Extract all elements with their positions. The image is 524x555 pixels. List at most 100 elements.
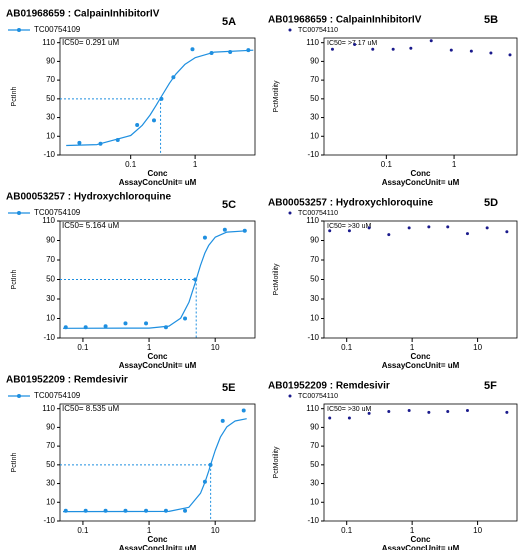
x-tick-label: 0.1 xyxy=(77,343,89,352)
point xyxy=(98,141,103,146)
y-tick-label: 110 xyxy=(306,216,319,225)
point xyxy=(347,416,351,420)
point xyxy=(387,409,391,413)
point xyxy=(465,409,469,413)
panel-title: AB01952209 : Remdesivir xyxy=(6,375,128,386)
x-axis-label: Conc xyxy=(411,169,432,178)
y-tick-label: 30 xyxy=(310,294,319,303)
unit-label: AssayConcUnit= uM xyxy=(119,361,197,370)
y-tick-label: 10 xyxy=(310,497,319,506)
point xyxy=(485,226,489,230)
point xyxy=(83,325,88,330)
point xyxy=(202,479,207,484)
plot-frame xyxy=(323,403,518,522)
legend-dot xyxy=(17,28,21,32)
y-axis-label: PctInh xyxy=(11,86,18,106)
point xyxy=(83,508,88,513)
point xyxy=(505,230,509,234)
point xyxy=(328,229,332,233)
y-axis-label: PctInh xyxy=(11,269,18,289)
y-axis-label: PctMotility xyxy=(273,80,280,112)
ic50-label: IC50= 0.291 uM xyxy=(62,38,119,47)
legend-dot xyxy=(17,211,21,215)
legend-dot xyxy=(288,28,292,32)
point xyxy=(183,316,188,321)
point xyxy=(171,75,176,80)
y-tick-label: -10 xyxy=(43,333,55,342)
y-tick-label: 10 xyxy=(310,131,319,140)
point xyxy=(115,138,120,143)
fit-curve xyxy=(62,230,247,329)
point xyxy=(367,411,371,415)
point xyxy=(409,46,413,50)
point xyxy=(123,508,128,513)
annotation: IC50= >30 uM xyxy=(327,223,372,230)
point xyxy=(163,325,168,330)
point xyxy=(135,123,140,128)
point xyxy=(505,410,509,414)
point xyxy=(429,39,433,43)
x-axis-label: Conc xyxy=(411,352,432,361)
point xyxy=(407,226,411,230)
legend-label: TC00754109 xyxy=(34,391,81,400)
y-tick-label: 30 xyxy=(46,113,55,122)
y-tick-label: -10 xyxy=(307,333,319,342)
unit-label: AssayConcUnit= uM xyxy=(382,361,460,370)
point xyxy=(446,409,450,413)
y-tick-label: -10 xyxy=(43,150,55,159)
panel-label: 5A xyxy=(222,16,236,28)
point xyxy=(202,235,207,240)
plot-frame xyxy=(59,37,256,156)
y-tick-label: 50 xyxy=(310,94,319,103)
x-tick-label: 0.1 xyxy=(341,526,353,535)
fit-curve xyxy=(66,49,254,147)
point xyxy=(123,321,128,326)
point xyxy=(144,508,149,513)
y-tick-label: 70 xyxy=(46,75,55,84)
point xyxy=(63,325,68,330)
x-tick-label: 0.1 xyxy=(341,343,353,352)
annotation: IC50= >7.17 uM xyxy=(327,40,377,47)
point xyxy=(353,43,357,47)
point xyxy=(446,225,450,229)
y-tick-label: 30 xyxy=(46,294,55,303)
point xyxy=(465,232,469,236)
point xyxy=(328,416,332,420)
fit-curve xyxy=(62,418,247,513)
x-tick-label: 1 xyxy=(410,343,415,352)
panel-title: AB00053257 : Hydroxychloroquine xyxy=(268,198,433,209)
y-tick-label: 110 xyxy=(306,404,319,413)
x-tick-label: 10 xyxy=(473,526,482,535)
y-tick-label: 30 xyxy=(46,479,55,488)
point xyxy=(427,225,431,229)
point xyxy=(347,229,351,233)
x-tick-label: 0.1 xyxy=(381,160,393,169)
unit-label: AssayConcUnit= uM xyxy=(382,544,460,550)
x-tick-label: 1 xyxy=(410,526,415,535)
y-tick-label: 90 xyxy=(46,57,55,66)
y-tick-label: 70 xyxy=(46,255,55,264)
y-tick-label: 50 xyxy=(310,460,319,469)
point xyxy=(183,508,188,513)
panel-title: AB01952209 : Remdesivir xyxy=(268,381,390,392)
x-tick-label: 10 xyxy=(211,343,220,352)
x-tick-label: 1 xyxy=(147,526,152,535)
y-tick-label: 50 xyxy=(46,275,55,284)
x-tick-label: 10 xyxy=(211,526,220,535)
unit-label: AssayConcUnit= uM xyxy=(382,178,460,187)
y-tick-label: 70 xyxy=(46,441,55,450)
panel-label: 5E xyxy=(222,382,235,394)
plot-frame xyxy=(323,220,518,339)
y-tick-label: 50 xyxy=(46,94,55,103)
point xyxy=(449,48,453,52)
y-axis-label: PctInh xyxy=(11,452,18,472)
point xyxy=(190,47,195,52)
y-tick-label: 30 xyxy=(310,113,319,122)
legend-label: TC00754110 xyxy=(298,210,338,217)
point xyxy=(330,47,334,51)
y-tick-label: 90 xyxy=(46,236,55,245)
point xyxy=(228,50,233,55)
point xyxy=(371,47,375,51)
y-tick-label: -10 xyxy=(43,516,55,525)
